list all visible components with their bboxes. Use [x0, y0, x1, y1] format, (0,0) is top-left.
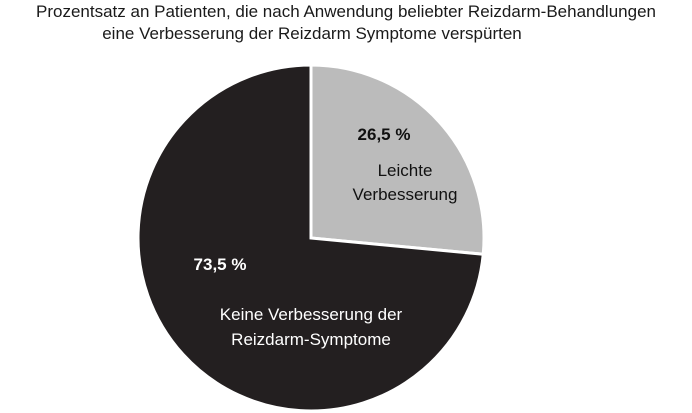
pie-slice-1	[309, 63, 486, 256]
slice-category-label-2-line-2: Reizdarm-Symptome	[231, 330, 391, 349]
pie-slice-2	[136, 63, 485, 413]
pie-labels: 26,5 % Leichte Verbesserung 73,5 % Keine Ver…	[194, 125, 458, 349]
slice-category-label-1-line-1: Leichte	[378, 161, 433, 180]
slice-value-label-1: 26,5 %	[358, 125, 411, 144]
chart-title-line-1: Prozentsatz an Patienten, die nach Anwen…	[36, 2, 656, 21]
slice-category-label-2-line-1: Keine Verbesserung der	[220, 305, 403, 324]
chart-title-line-2: eine Verbesserung der Reizdarm Symptome …	[102, 24, 522, 43]
slice-category-label-1-line-2: Verbesserung	[353, 185, 458, 204]
slice-value-label-2: 73,5 %	[194, 255, 247, 274]
pie-slices	[136, 63, 486, 413]
